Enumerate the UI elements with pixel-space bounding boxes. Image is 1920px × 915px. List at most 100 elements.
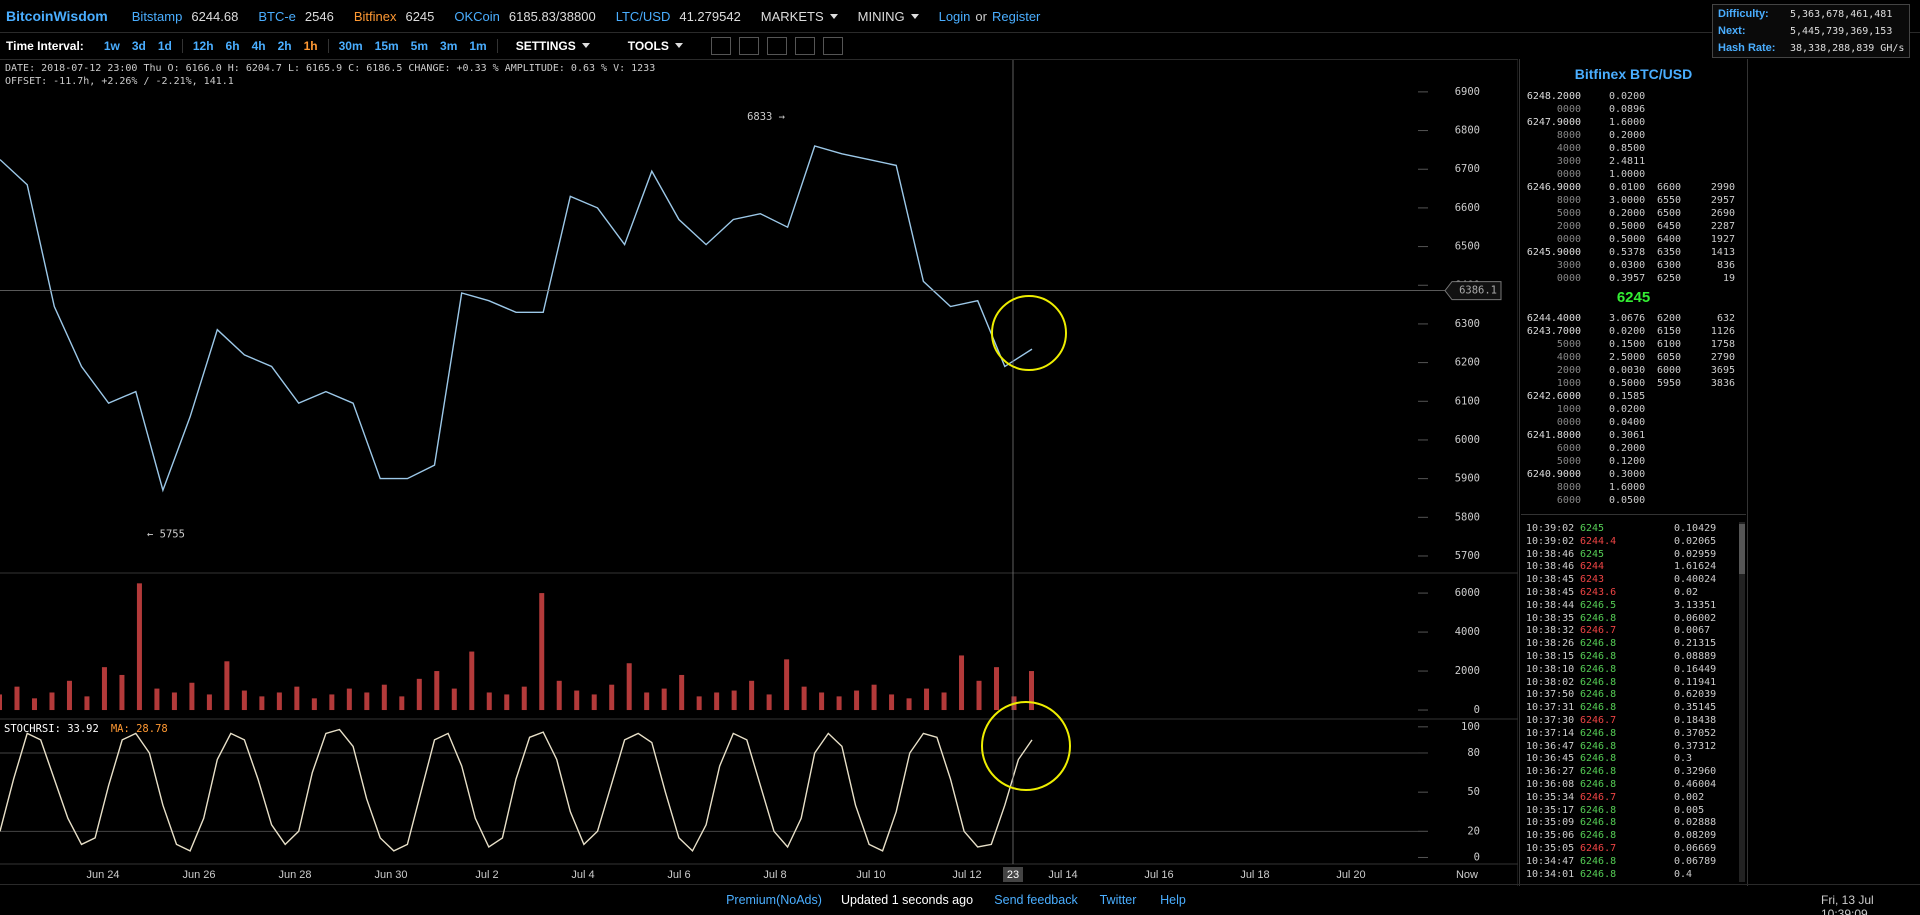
order-cell: 0000 bbox=[1556, 104, 1581, 115]
trade-row: 10:38:32 6246.7 0.0067 bbox=[1521, 624, 1710, 637]
divider bbox=[0, 32, 1920, 33]
trade-amount: 0.32960 bbox=[1674, 766, 1717, 778]
scroll-thumb[interactable] bbox=[1739, 524, 1745, 574]
order-row: 0000 0.3957 6250 19 bbox=[1521, 272, 1735, 285]
ticker-name[interactable]: Bitstamp bbox=[131, 8, 183, 24]
trade-amount: 0.02065 bbox=[1674, 535, 1717, 547]
trade-row: 10:38:10 6246.8 0.16449 bbox=[1521, 663, 1716, 676]
link[interactable]: Premium(NoAds) bbox=[726, 893, 822, 907]
stoch-ma: MA: 28.78 bbox=[111, 723, 168, 735]
ticker[interactable]: LTC/USD 41.279542 bbox=[616, 9, 741, 24]
order-cell: 0.3957 bbox=[1609, 273, 1646, 284]
ticker[interactable]: Bitfinex 6245 bbox=[354, 9, 435, 24]
ticker-name[interactable]: Bitfinex bbox=[353, 8, 397, 24]
volume-bar bbox=[434, 671, 440, 711]
order-cell: 6300 bbox=[1657, 260, 1682, 271]
stat-row: Next: 5,445,739,369,153 bbox=[1713, 23, 1909, 39]
ticker[interactable]: OKCoin 6185.83/38800 bbox=[454, 9, 595, 24]
trade-amount: 0.02888 bbox=[1674, 817, 1717, 829]
trade-amount: 0.40024 bbox=[1674, 574, 1717, 586]
trade-amount: 0.46004 bbox=[1674, 779, 1717, 790]
trade-amount: 0.37052 bbox=[1674, 727, 1717, 739]
volume-bar bbox=[539, 593, 545, 711]
register-link[interactable]: Register bbox=[991, 8, 1041, 24]
volume-bar bbox=[66, 680, 72, 711]
order-row: 6248.2000 0.0200 bbox=[1521, 90, 1657, 103]
line bbox=[0, 728, 1033, 853]
toolbar-menu[interactable]: SETTINGS bbox=[516, 39, 590, 53]
trade-row: 10:34:47 6246.8 0.06789 bbox=[1521, 855, 1716, 868]
tool-icon[interactable] bbox=[738, 37, 759, 55]
interval[interactable]: 6h bbox=[225, 39, 240, 53]
volume-bar bbox=[819, 692, 825, 711]
order-cell: 2957 bbox=[1710, 195, 1735, 206]
trade-amount: 0.11941 bbox=[1674, 676, 1717, 688]
order-cell: 5000 bbox=[1556, 339, 1581, 350]
order-cell: 2000 bbox=[1556, 365, 1581, 376]
trade-time: 10:34:47 bbox=[1526, 855, 1575, 867]
link[interactable]: Help bbox=[1160, 893, 1186, 907]
stoch-label: STOCHRSI: 33.92 MA: 28.78 bbox=[4, 723, 168, 735]
order-row: 6244.4000 3.0676 6200 632 bbox=[1521, 312, 1735, 325]
volume-bar bbox=[84, 696, 90, 711]
menu[interactable]: MINING bbox=[858, 9, 919, 24]
order-cell: 8000 bbox=[1556, 195, 1581, 206]
interval[interactable]: 5m bbox=[410, 39, 429, 53]
y-tick-label: 6300 bbox=[1455, 318, 1480, 330]
interval[interactable]: 15m bbox=[374, 39, 399, 53]
trade-time: 10:39:02 bbox=[1526, 523, 1575, 534]
trade-amount: 0.005 bbox=[1674, 804, 1705, 816]
ticker-name[interactable]: OKCoin bbox=[454, 8, 500, 24]
order-row: 6000 0.0500 bbox=[1521, 494, 1657, 507]
order-row: 2000 0.0030 6000 3695 bbox=[1521, 364, 1735, 377]
scrollbar[interactable] bbox=[1739, 522, 1745, 882]
interval[interactable]: 3d bbox=[131, 39, 146, 53]
ticker-name[interactable]: LTC/USD bbox=[615, 8, 671, 24]
login-link[interactable]: Login bbox=[938, 8, 971, 24]
trade-row: 10:35:34 6246.7 0.002 bbox=[1521, 791, 1704, 804]
ticker-name[interactable]: BTC-e bbox=[258, 8, 296, 24]
trade-amount: 0.06789 bbox=[1674, 855, 1717, 867]
ticker[interactable]: BTC-e 2546 bbox=[258, 9, 333, 24]
interval[interactable]: 1m bbox=[469, 39, 487, 53]
order-row: 4000 2.5000 6050 2790 bbox=[1521, 351, 1735, 364]
text: or bbox=[975, 8, 987, 24]
interval[interactable]: 1h bbox=[303, 39, 318, 53]
link[interactable]: Send feedback bbox=[994, 893, 1078, 907]
trade-row: 10:38:45 6243 0.40024 bbox=[1521, 573, 1716, 586]
toolbar-menu[interactable]: TOOLS bbox=[628, 39, 683, 53]
menu[interactable]: MARKETS bbox=[761, 9, 838, 24]
order-row: 5000 0.1500 6100 1758 bbox=[1521, 338, 1735, 351]
order-cell: 6244.4000 bbox=[1526, 313, 1581, 324]
order-cell: 6000 bbox=[1657, 365, 1682, 376]
order-cell: 1927 bbox=[1710, 234, 1735, 245]
link[interactable]: Twitter bbox=[1099, 893, 1137, 907]
order-row: 0000 0.5000 6400 1927 bbox=[1521, 233, 1735, 246]
volume-bar bbox=[994, 667, 1000, 711]
ticker-price: 2546 bbox=[304, 8, 334, 24]
trade-row: 10:34:01 6246.8 0.4 bbox=[1521, 868, 1692, 881]
order-cell: 6246.9000 bbox=[1526, 182, 1581, 193]
interval[interactable]: 2h bbox=[277, 39, 292, 53]
interval[interactable]: 3m bbox=[440, 39, 458, 53]
order-cell: 0.3061 bbox=[1609, 430, 1646, 441]
order-cell: 2690 bbox=[1710, 208, 1735, 219]
trade-amount: 0.08889 bbox=[1674, 651, 1717, 662]
interval[interactable]: 1w bbox=[103, 39, 120, 53]
trade-amount: 0.10429 bbox=[1674, 523, 1717, 534]
trade-price: 6246.7 bbox=[1580, 625, 1617, 637]
tool-icon[interactable] bbox=[766, 37, 787, 55]
tool-icon[interactable] bbox=[794, 37, 815, 55]
trade-time: 10:38:35 bbox=[1526, 612, 1575, 624]
order-cell: 1758 bbox=[1710, 339, 1735, 350]
brand[interactable]: BitcoinWisdom bbox=[6, 8, 108, 24]
tool-icon[interactable] bbox=[822, 37, 843, 55]
tool-icon[interactable] bbox=[710, 37, 731, 55]
order-cell: 3000 bbox=[1556, 156, 1581, 167]
interval[interactable]: 4h bbox=[251, 39, 266, 53]
interval[interactable]: 30m bbox=[338, 39, 363, 53]
ticker[interactable]: Bitstamp 6244.68 bbox=[132, 9, 239, 24]
interval[interactable]: 1d bbox=[157, 39, 172, 53]
order-cell: 8000 bbox=[1556, 482, 1581, 493]
interval[interactable]: 12h bbox=[192, 39, 214, 53]
